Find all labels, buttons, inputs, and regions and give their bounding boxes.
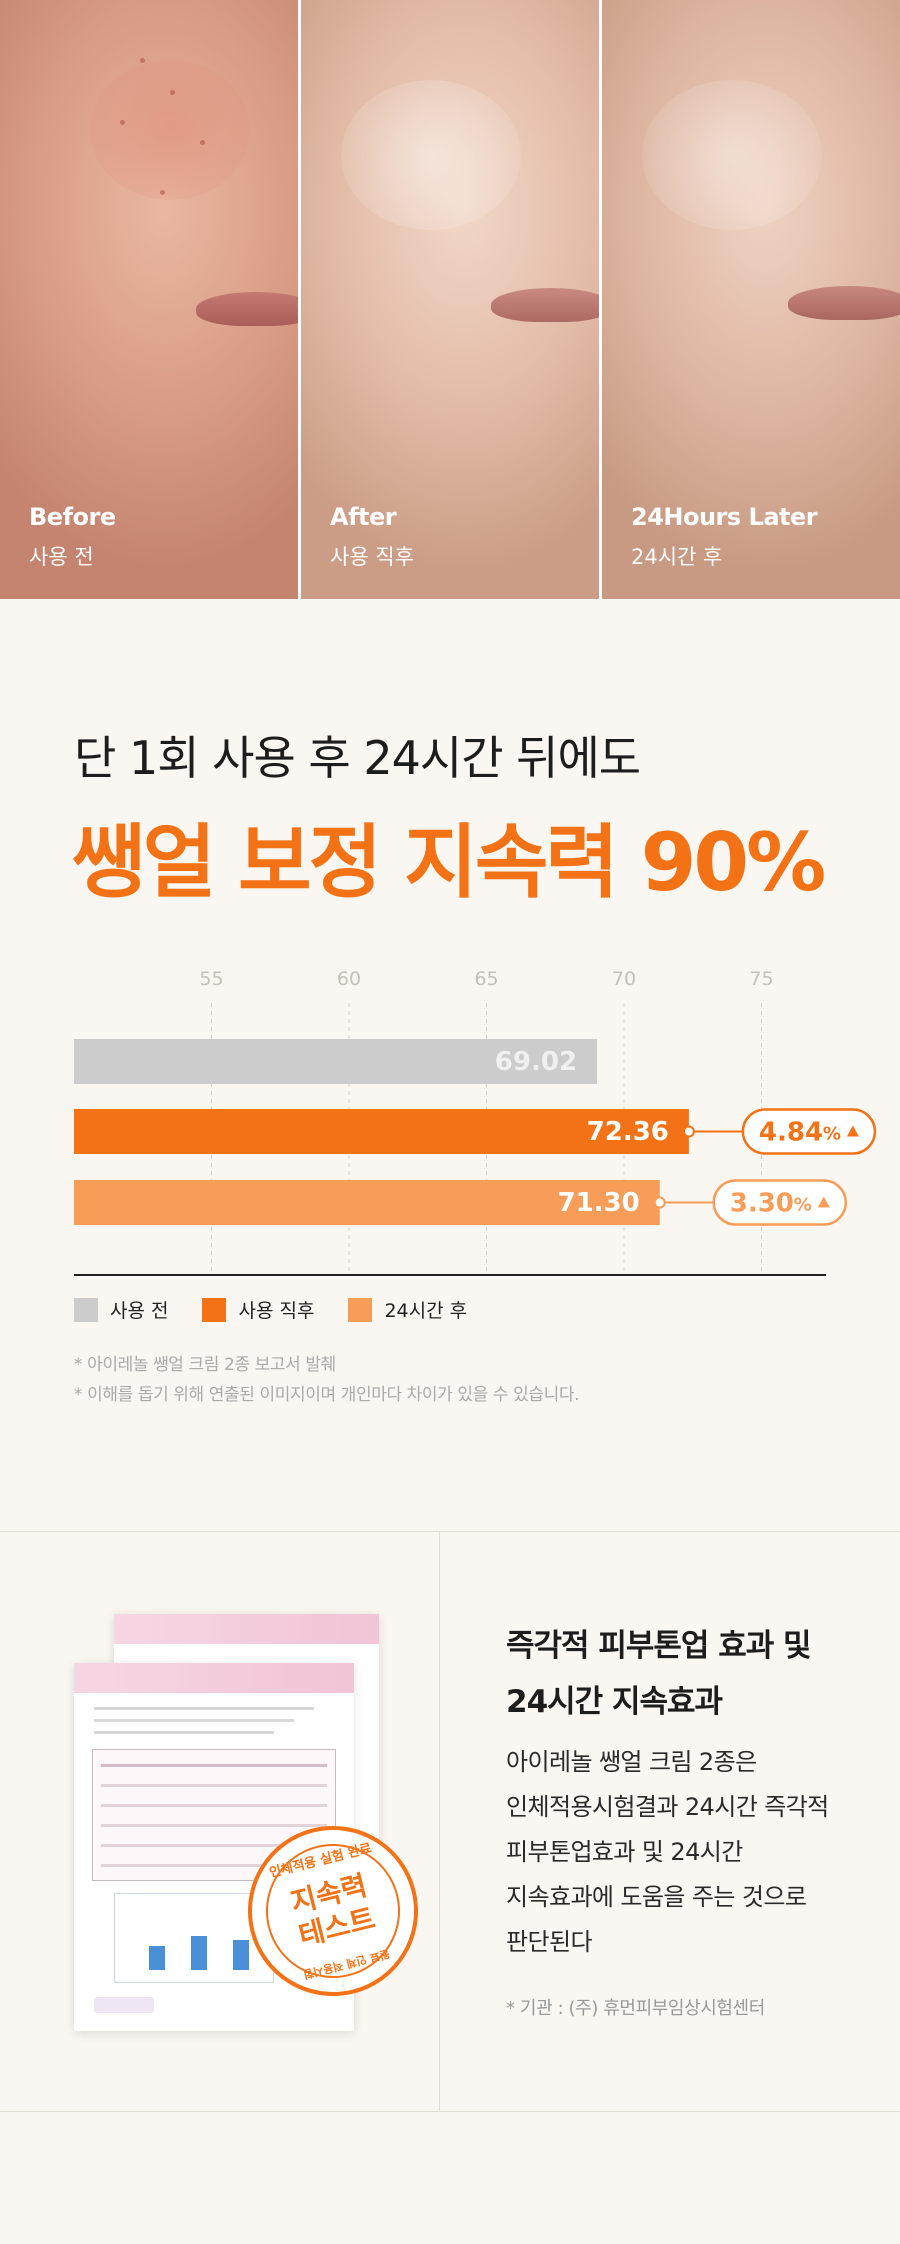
- up-triangle-icon: [846, 1125, 859, 1137]
- x-tick-label-55: 55: [199, 968, 223, 990]
- later-label-en: 24Hours Later: [631, 503, 818, 531]
- bar-1: [74, 1039, 598, 1084]
- x-tick-label-60: 60: [337, 968, 361, 990]
- report-logo: [94, 1997, 154, 2013]
- after-label-ko: 사용 직후: [330, 545, 414, 569]
- description-body: 아이레놀 쌩얼 크림 2종은 인체적용시험결과 24시간 즉각적 피부톤업효과 …: [506, 1740, 829, 1965]
- increase-dot-1: [682, 1125, 695, 1138]
- bar-2: [74, 1109, 689, 1154]
- description-line-2: 인체적용시험결과 24시간 즉각적: [506, 1793, 829, 1821]
- footnotes: * 아이레놀 쌩얼 크림 2종 보고서 발췌 * 이해를 돕기 위해 연출된 이…: [74, 1350, 580, 1410]
- before-label-en: Before: [29, 503, 116, 531]
- increase-dot-2: [653, 1196, 666, 1209]
- bar-value-label-2: 72.36: [587, 1117, 669, 1147]
- legend-label-before: 사용 전: [110, 1300, 169, 1322]
- bar-value-label-3: 71.30: [558, 1188, 640, 1218]
- description-line-3: 피부톤업효과 및 24시간: [506, 1838, 743, 1866]
- main-headline: 쌩얼 보정 지속력 90%: [72, 816, 826, 909]
- later-photo: 24Hours Later 24시간 후: [602, 0, 900, 599]
- legend-item-before: 사용 전: [74, 1296, 168, 1323]
- x-tick-label-70: 70: [612, 968, 636, 990]
- legend-swatch-later: [348, 1297, 373, 1322]
- description-title: 즉각적 피부톤업 효과 및 24시간 지속효과: [506, 1618, 812, 1730]
- footnote-1: * 아이레놀 쌩얼 크림 2종 보고서 발췌: [74, 1355, 336, 1375]
- legend-label-later: 24시간 후: [384, 1300, 468, 1322]
- description-title-line-1: 즉각적 피부톤업 효과 및: [506, 1628, 812, 1664]
- description-title-line-2: 24시간 지속효과: [506, 1684, 723, 1720]
- section-divider-top: [0, 1531, 900, 1532]
- before-label-ko: 사용 전: [29, 545, 94, 569]
- sub-headline: 단 1회 사용 후 24시간 뒤에도: [74, 731, 641, 785]
- after-label-en: After: [330, 503, 397, 531]
- legend-item-after: 사용 직후: [202, 1296, 314, 1323]
- legend-item-later: 24시간 후: [348, 1296, 467, 1323]
- legend-label-after: 사용 직후: [238, 1300, 315, 1322]
- description-line-5: 판단된다: [506, 1928, 593, 1956]
- increase-badge-2: [712, 1179, 847, 1226]
- later-caption: 24Hours Later 24시간 후: [631, 503, 818, 571]
- x-tick-label-65: 65: [474, 968, 498, 990]
- after-caption: After 사용 직후: [330, 503, 414, 571]
- section-divider-vertical: [439, 1531, 440, 2111]
- legend-swatch-after: [202, 1297, 227, 1322]
- bar-3: [74, 1180, 660, 1225]
- increase-badge-1: [741, 1108, 877, 1155]
- footnote-2: * 이해를 돕기 위해 연출된 이미지이며 개인마다 차이가 있을 수 있습니다…: [74, 1385, 580, 1405]
- report-header-band: [114, 1614, 379, 1644]
- comparison-photo-strip: Before 사용 전 After 사용 직후 24Hours Later 24…: [0, 0, 900, 599]
- later-label-ko: 24시간 후: [631, 545, 723, 569]
- up-triangle-icon: [817, 1196, 830, 1208]
- after-photo: After 사용 직후: [301, 0, 599, 599]
- increase-unit-2: %: [794, 1195, 812, 1216]
- legend-swatch-before: [74, 1297, 98, 1322]
- increase-value-1: 4.84: [759, 1118, 823, 1148]
- section-divider-bottom: [0, 2111, 900, 2112]
- bar-value-label-1: 69.02: [495, 1047, 577, 1077]
- increase-value-2: 3.30: [730, 1189, 794, 1219]
- before-photo: Before 사용 전: [0, 0, 298, 599]
- report-header-band: [74, 1663, 354, 1693]
- description-source: * 기관 : (주) 휴먼피부임상시험센터: [506, 1998, 765, 2019]
- increase-unit-1: %: [823, 1124, 841, 1145]
- before-caption: Before 사용 전: [29, 503, 116, 571]
- description-line-4: 지속효과에 도움을 주는 것으로: [506, 1883, 807, 1911]
- description-line-1: 아이레놀 쌩얼 크림 2종은: [506, 1748, 757, 1776]
- x-tick-label-75: 75: [749, 968, 773, 990]
- chart-legend: 사용 전 사용 직후 24시간 후: [74, 1296, 501, 1323]
